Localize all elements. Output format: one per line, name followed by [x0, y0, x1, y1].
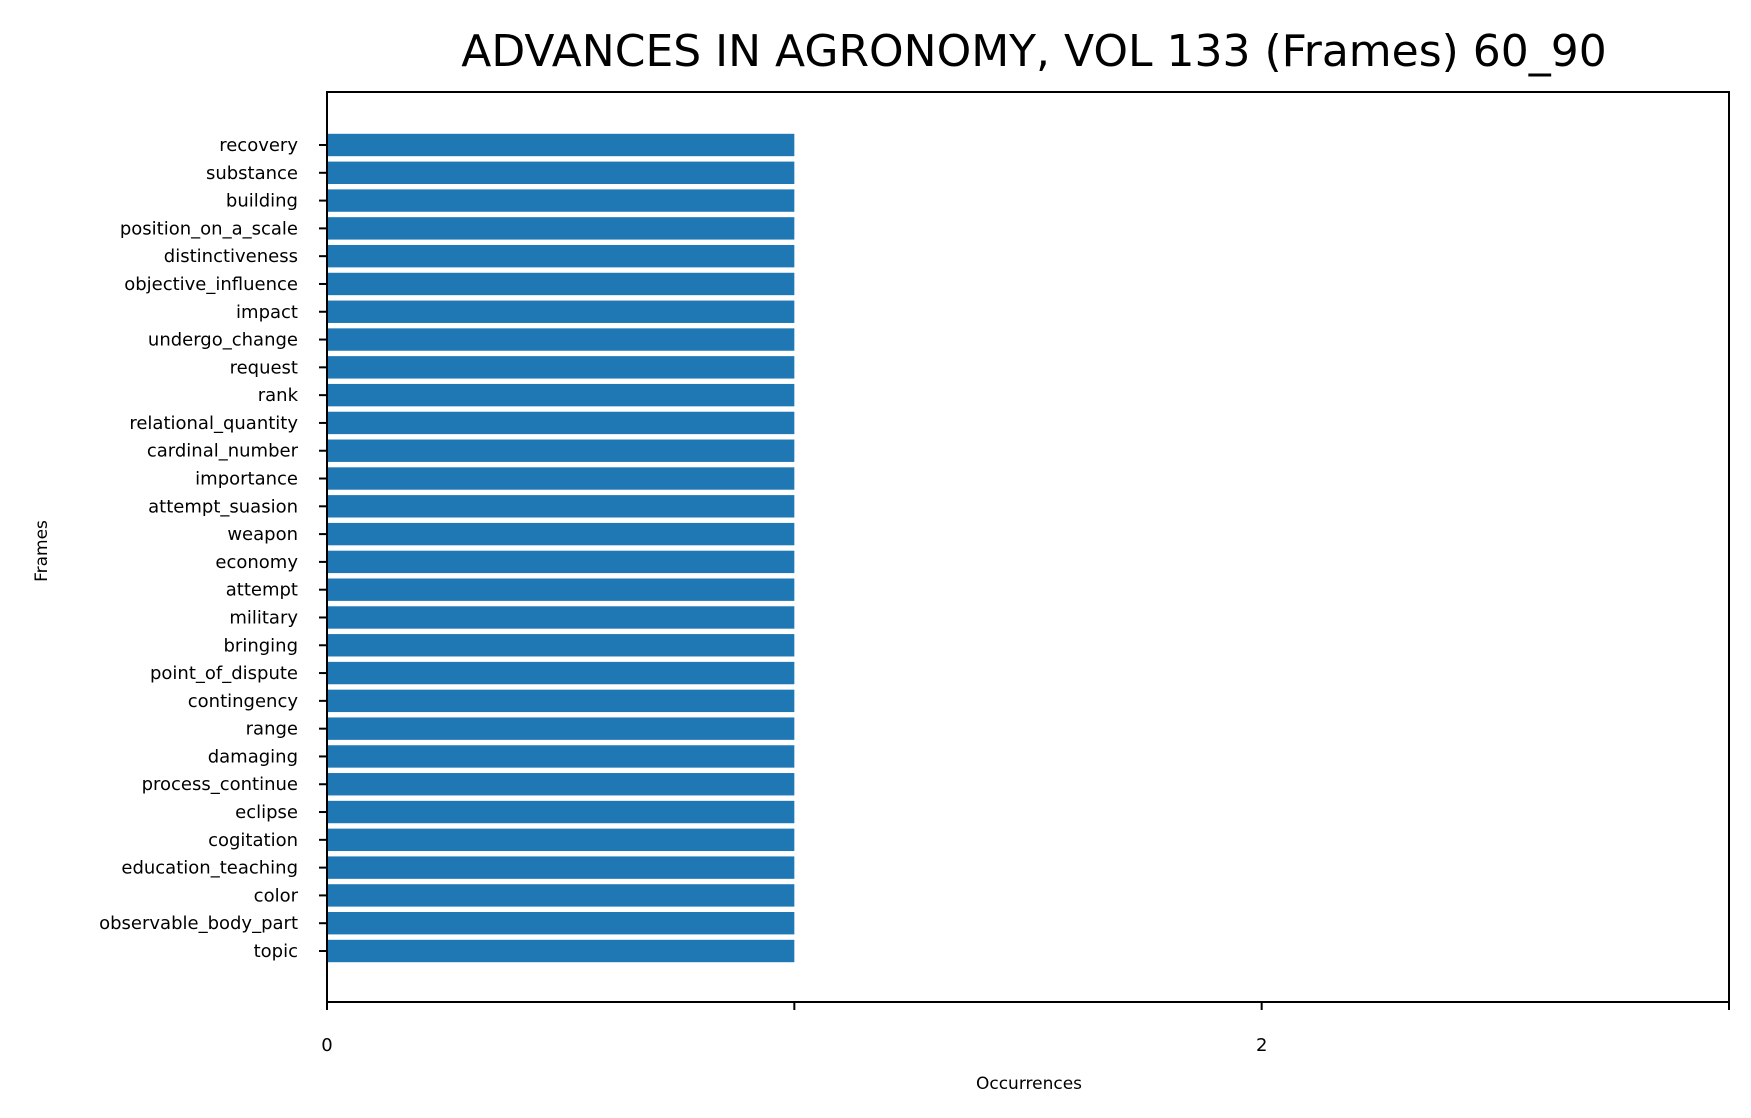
y-tick-label: attempt [226, 580, 298, 601]
bar [327, 189, 795, 212]
y-tick-label: eclipse [235, 802, 298, 823]
bar [327, 828, 795, 852]
y-tick-label: building [226, 191, 298, 212]
bar [327, 522, 795, 546]
x-tick-label: 2 [1256, 1035, 1267, 1056]
bar [327, 217, 795, 240]
bar [327, 578, 795, 601]
y-tick-label: undergo_change [148, 330, 298, 351]
bar [327, 550, 795, 574]
y-tick-label: distinctiveness [164, 246, 298, 267]
bar [327, 745, 795, 768]
y-tick-label: military [229, 607, 298, 628]
y-tick-label: process_continue [142, 774, 298, 795]
y-tick-label: cardinal_number [147, 441, 299, 462]
bar [327, 272, 795, 296]
bar [327, 939, 795, 963]
y-tick-label: education_teaching [121, 858, 298, 879]
bar [327, 856, 795, 879]
y-tick-label: position_on_a_scale [120, 218, 298, 239]
bar [327, 133, 795, 157]
y-tick-label: attempt_suasion [148, 496, 298, 517]
y-tick-label: bringing [224, 635, 299, 656]
y-tick-label: color [254, 885, 299, 906]
y-axis-label: Frames [32, 520, 52, 582]
y-tick-label: point_of_dispute [150, 663, 298, 684]
bar [327, 800, 795, 824]
y-tick-label: weapon [227, 524, 298, 545]
x-tick-label: 0 [321, 1035, 332, 1056]
plot-area-frame [326, 91, 1730, 1003]
y-tick-label: request [230, 357, 298, 378]
y-tick-label: range [246, 719, 298, 740]
y-tick-label: contingency [188, 691, 299, 712]
bar [327, 606, 795, 629]
bars-group [327, 133, 795, 963]
bar [327, 383, 795, 407]
bar [327, 495, 795, 518]
y-tick-label: economy [215, 552, 298, 573]
bar [327, 328, 795, 351]
y-tick-label: rank [258, 385, 299, 406]
bar [327, 634, 795, 657]
bar [327, 356, 795, 379]
bar [327, 661, 795, 685]
y-tick-label: cogitation [208, 830, 298, 851]
bar [327, 689, 795, 713]
bar [327, 717, 795, 740]
y-tick-label: relational_quantity [129, 413, 298, 434]
y-tick-label: objective_influence [124, 274, 298, 295]
y-tick-label: damaging [208, 746, 298, 767]
bar [327, 300, 795, 323]
y-tick-label: observable_body_part [99, 913, 298, 934]
y-tick-label: importance [195, 469, 298, 490]
bar [327, 467, 795, 490]
bar [327, 912, 795, 935]
y-tick-label: recovery [219, 135, 298, 156]
y-axis-ticks: recovery substance building position_on_a_s… [99, 135, 327, 962]
bar [327, 244, 795, 268]
x-axis-label: Occurrences [976, 1074, 1082, 1094]
bar [327, 439, 795, 462]
y-tick-label: substance [206, 163, 298, 184]
bar [327, 884, 795, 907]
bar [327, 773, 795, 796]
bar [327, 161, 795, 184]
y-tick-label: topic [254, 941, 298, 962]
y-tick-label: impact [236, 302, 298, 323]
chart-title: ADVANCES IN AGRONOMY, VOL 133 (Frames) 6… [461, 26, 1607, 77]
bar [327, 411, 795, 435]
